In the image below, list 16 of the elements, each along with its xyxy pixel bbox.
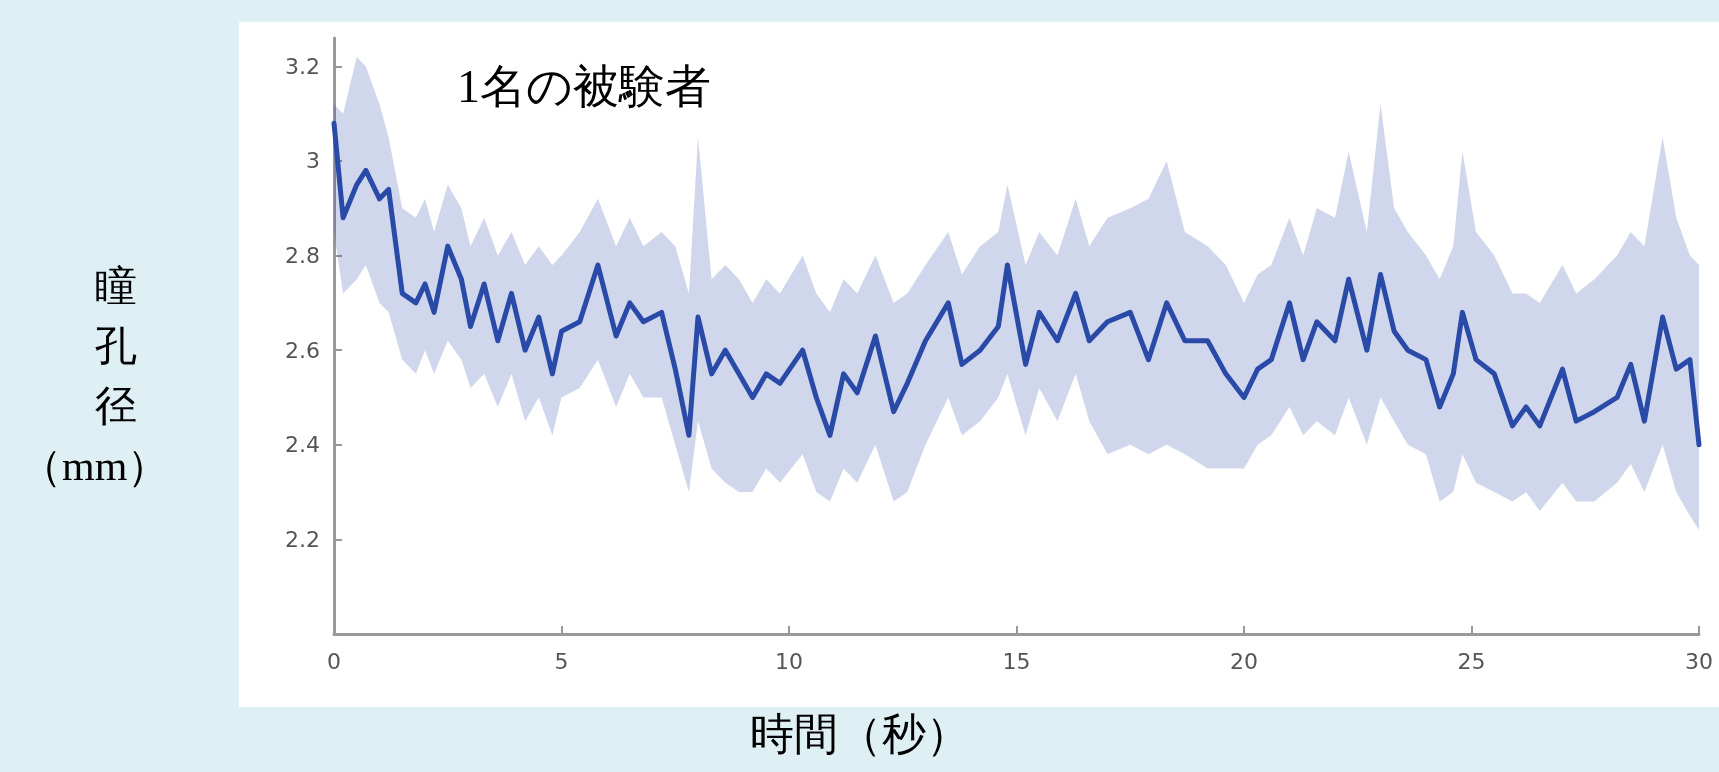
y-tick-label: 2.6 (285, 337, 320, 363)
x-tick-label: 30 (1685, 648, 1713, 674)
y-tick-label: 3 (306, 148, 320, 174)
y-tick-label: 3.2 (285, 53, 320, 79)
x-axis-title: 時間（秒） (749, 709, 970, 759)
y-tick-label: 2.8 (285, 243, 320, 269)
x-tick-label: 5 (554, 648, 569, 674)
y-axis-title: 瞳孔径（mm） (20, 263, 170, 489)
text: 1名の被験者 (457, 60, 711, 112)
y-tick-label: 2.2 (285, 526, 320, 552)
x-tick-label: 20 (1230, 648, 1258, 674)
x-tick-label: 10 (775, 648, 803, 674)
x-tick-label: 0 (327, 648, 341, 674)
x-tick-label: 25 (1457, 648, 1486, 674)
y-tick-label: 2.4 (285, 432, 320, 458)
x-tick-label: 15 (1002, 648, 1031, 674)
